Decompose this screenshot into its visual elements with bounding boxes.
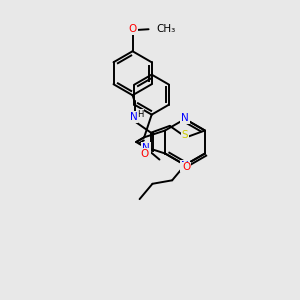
Text: N: N bbox=[130, 112, 137, 122]
Text: O: O bbox=[182, 163, 190, 172]
Text: CH₃: CH₃ bbox=[157, 24, 176, 34]
Text: S: S bbox=[182, 130, 188, 140]
Text: N: N bbox=[181, 161, 189, 171]
Text: H: H bbox=[137, 110, 144, 119]
Text: N: N bbox=[142, 143, 150, 153]
Text: N: N bbox=[181, 113, 189, 123]
Text: O: O bbox=[128, 24, 137, 34]
Text: O: O bbox=[141, 149, 149, 159]
